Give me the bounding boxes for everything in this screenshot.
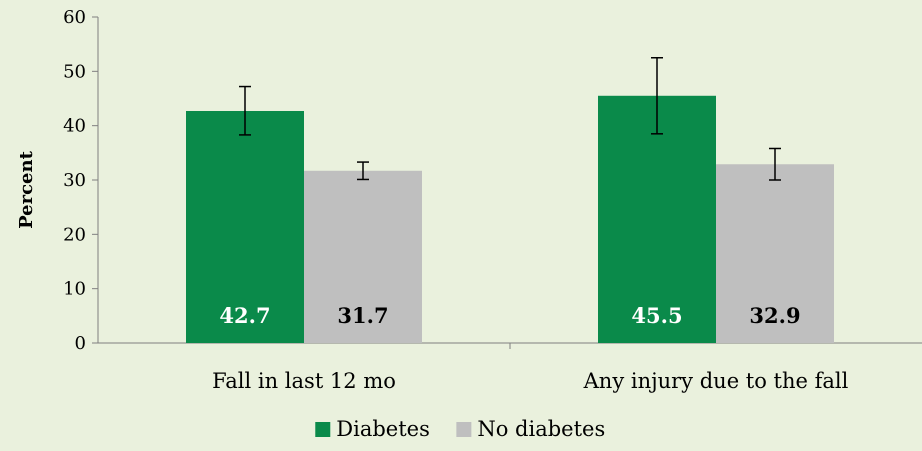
y-tick-label: 40 — [63, 116, 86, 137]
bar — [598, 95, 716, 344]
bar — [716, 164, 834, 343]
axes: 0 10 20 30 40 50 60 — [63, 7, 922, 354]
legend-label: Diabetes — [336, 417, 430, 441]
legend-swatch — [456, 422, 472, 437]
bars — [186, 57, 834, 344]
data-label: 45.5 — [631, 303, 682, 328]
y-tick-label: 30 — [63, 170, 86, 191]
legend-label: No diabetes — [477, 417, 605, 441]
x-category-label: Any injury due to the fall — [583, 369, 849, 393]
y-tick-label: 20 — [63, 224, 86, 245]
legend: Diabetes No diabetes — [315, 417, 605, 441]
y-tick-label: 60 — [63, 7, 86, 28]
data-label: 31.7 — [337, 303, 388, 328]
bar — [304, 170, 422, 343]
data-label: 42.7 — [219, 303, 270, 328]
labels: Fall in last 12 mo 42.7 31.7 Any injury due… — [212, 303, 849, 393]
legend-swatch — [315, 422, 331, 437]
data-label: 32.9 — [749, 303, 800, 328]
y-tick-label: 0 — [75, 333, 86, 354]
bar — [186, 110, 304, 343]
y-tick-label: 50 — [63, 61, 86, 82]
x-category-label: Fall in last 12 mo — [212, 369, 396, 393]
y-tick-label: 10 — [63, 279, 86, 300]
y-axis-label: Percent — [16, 150, 37, 228]
